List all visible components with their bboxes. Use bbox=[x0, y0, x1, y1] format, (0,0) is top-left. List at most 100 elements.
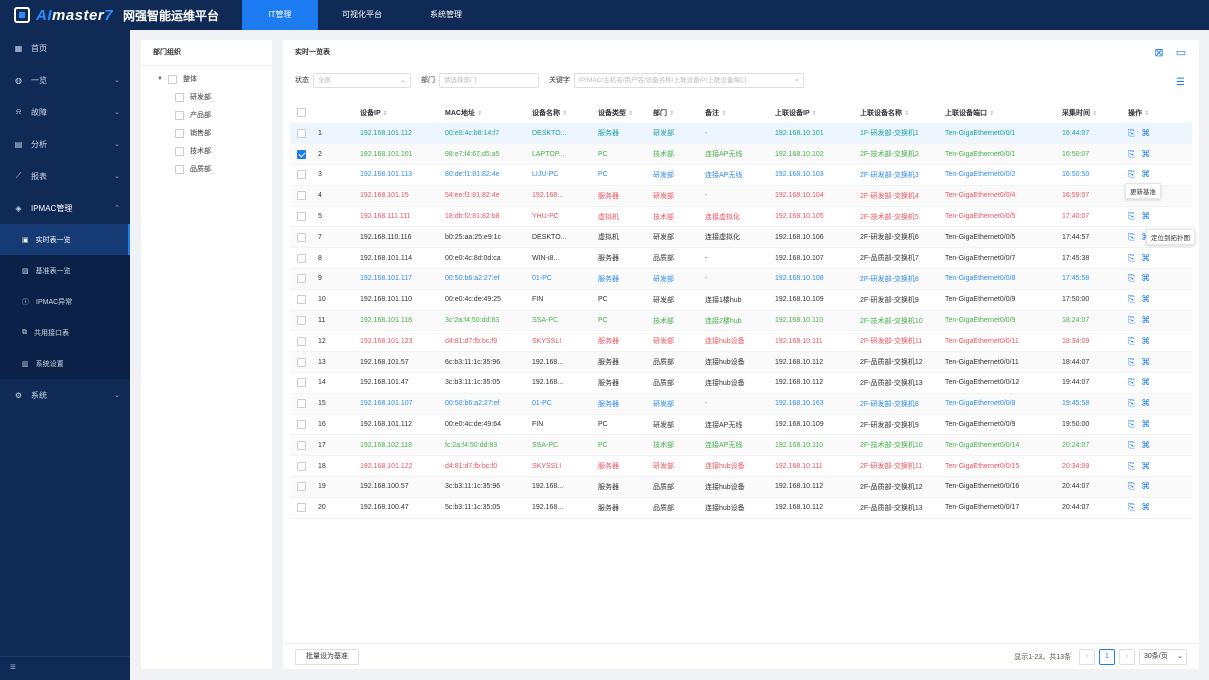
update-baseline-icon[interactable]: ⎘ bbox=[1128, 335, 1136, 346]
update-baseline-icon[interactable]: ⎘ bbox=[1128, 481, 1136, 492]
sidebar-item-fault[interactable]: ⍾ 故障 ⌄ bbox=[0, 96, 130, 128]
sort-icon[interactable]: ⇕ bbox=[562, 110, 568, 117]
row-select-cell[interactable] bbox=[290, 455, 318, 478]
tree-checkbox[interactable] bbox=[175, 128, 184, 138]
update-baseline-icon[interactable]: ⎘ bbox=[1128, 148, 1136, 159]
topology-locate-icon[interactable]: ⌘ bbox=[1141, 127, 1151, 138]
topology-locate-icon[interactable]: ⌘ bbox=[1141, 419, 1151, 430]
table-row[interactable]: 18 192.168.101.122 d4:81:d7:fb:bc:f0 SKYSSL… bbox=[290, 455, 1192, 478]
row-checkbox[interactable] bbox=[297, 420, 306, 430]
topology-locate-icon[interactable]: ⌘ bbox=[1141, 460, 1151, 471]
batch-set-baseline-button[interactable]: 批量设为基准 bbox=[295, 649, 359, 665]
tree-node-dept[interactable]: 产品部 bbox=[141, 106, 272, 124]
row-checkbox[interactable] bbox=[297, 253, 306, 263]
table-row[interactable]: 2 192.168.101.101 98:e7:f4:67:d5:a5 LAPTOP.… bbox=[290, 143, 1192, 166]
row-checkbox[interactable] bbox=[297, 482, 306, 492]
tab-system-management[interactable]: 系统管理 bbox=[430, 10, 462, 19]
monitor-icon[interactable]: ▭ bbox=[1175, 47, 1187, 59]
topology-locate-icon[interactable]: ⌘ bbox=[1141, 211, 1151, 222]
collapse-menu-icon[interactable]: ≡ bbox=[0, 656, 130, 680]
row-checkbox[interactable] bbox=[297, 149, 306, 159]
row-select-cell[interactable] bbox=[290, 351, 318, 374]
tree-node-dept[interactable]: 销售部 bbox=[141, 124, 272, 142]
table-row[interactable]: 1 192.168.101.112 00:e0:4c:b8:14:f7 DESKTO.… bbox=[290, 123, 1192, 145]
col-dept[interactable]: 部门 ⇕ bbox=[653, 103, 705, 124]
row-checkbox[interactable] bbox=[297, 170, 306, 180]
row-select-cell[interactable] bbox=[290, 330, 318, 353]
update-baseline-icon[interactable]: ⎘ bbox=[1128, 231, 1136, 242]
row-checkbox[interactable] bbox=[297, 336, 306, 346]
sort-icon[interactable]: ⇕ bbox=[811, 110, 817, 117]
update-baseline-icon[interactable]: ⎘ bbox=[1128, 211, 1136, 222]
tab-it-management[interactable]: IT管理 bbox=[242, 0, 318, 30]
col-uplink-port[interactable]: 上联设备端口 ⇕ bbox=[945, 103, 1062, 124]
topology-locate-icon[interactable]: ⌘ bbox=[1141, 439, 1151, 450]
sort-icon[interactable]: ⇕ bbox=[669, 110, 675, 117]
update-baseline-icon[interactable]: ⎘ bbox=[1128, 419, 1136, 430]
row-checkbox[interactable] bbox=[297, 316, 306, 326]
sort-icon[interactable]: ⇕ bbox=[382, 110, 388, 117]
col-device-name[interactable]: 设备名称 ⇕ bbox=[532, 103, 598, 124]
row-checkbox[interactable] bbox=[297, 128, 306, 138]
table-row[interactable]: 13 192.168.101.57 6c:b3:11:1c:35:96 192.168… bbox=[290, 351, 1192, 374]
table-row[interactable]: 5 192.168.111.111 18:db:f2:81:82:b8 YHU-PC 虚… bbox=[290, 206, 1192, 228]
next-page-button[interactable]: › bbox=[1119, 649, 1135, 665]
row-select-cell[interactable] bbox=[290, 185, 318, 207]
row-select-cell[interactable] bbox=[290, 476, 318, 498]
col-uplink-ip[interactable]: 上联设备IP ⇕ bbox=[775, 103, 860, 124]
row-checkbox[interactable] bbox=[297, 191, 306, 201]
caret-down-icon[interactable]: ▼ bbox=[157, 76, 163, 82]
row-select-cell[interactable] bbox=[290, 206, 318, 228]
update-baseline-icon[interactable]: ⎘ bbox=[1128, 439, 1136, 450]
table-row[interactable]: 14 192.168.101.47 3c:b3:11:1c:35:05 192.168… bbox=[290, 372, 1192, 394]
row-select-cell[interactable] bbox=[290, 497, 318, 519]
tree-node-dept[interactable]: 技术部 bbox=[141, 142, 272, 160]
topology-locate-icon[interactable]: ⌘ bbox=[1141, 232, 1150, 242]
row-checkbox[interactable] bbox=[297, 503, 306, 513]
row-select-cell[interactable] bbox=[290, 289, 318, 311]
row-checkbox[interactable] bbox=[297, 274, 306, 284]
row-select-cell[interactable] bbox=[290, 393, 318, 415]
col-uplink-name[interactable]: 上联设备名称 ⇕ bbox=[860, 103, 945, 124]
page-size-select[interactable]: 30条/页 ⌄ bbox=[1139, 649, 1187, 665]
update-baseline-icon[interactable]: ⎘ bbox=[1128, 294, 1136, 305]
sidebar-item-overview[interactable]: ◍ 一览 ⌄ bbox=[0, 64, 130, 96]
row-select-cell[interactable] bbox=[290, 434, 318, 457]
row-checkbox[interactable] bbox=[297, 295, 306, 305]
row-select-cell[interactable] bbox=[290, 372, 318, 394]
topology-locate-icon[interactable]: ⌘ bbox=[1141, 356, 1151, 367]
update-baseline-icon[interactable]: ⎘ bbox=[1128, 377, 1136, 388]
col-note[interactable]: 备注 ⇕ bbox=[705, 103, 775, 124]
col-device-type[interactable]: 设备类型 ⇕ bbox=[598, 103, 653, 124]
topology-locate-icon[interactable]: ⌘ bbox=[1141, 398, 1151, 409]
search-icon[interactable]: ⌕ bbox=[795, 76, 799, 84]
row-checkbox[interactable] bbox=[297, 212, 306, 222]
sort-icon[interactable]: ⇕ bbox=[1092, 110, 1098, 117]
row-select-cell[interactable] bbox=[290, 123, 318, 145]
prev-page-button[interactable]: ‹ bbox=[1079, 649, 1095, 665]
table-row[interactable]: 8 192.168.101.114 00:e0:4c:8d:0d:ca WIN-i8.… bbox=[290, 247, 1192, 270]
tree-checkbox[interactable] bbox=[167, 74, 177, 84]
tree-checkbox[interactable] bbox=[175, 92, 184, 102]
update-baseline-icon[interactable]: ⎘ bbox=[1128, 460, 1136, 471]
tree-checkbox[interactable] bbox=[175, 146, 184, 156]
row-checkbox[interactable] bbox=[297, 378, 306, 388]
col-device-ip[interactable]: 设备IP ⇕ bbox=[360, 103, 445, 124]
topology-locate-icon[interactable]: ⌘ bbox=[1141, 481, 1151, 492]
update-baseline-icon[interactable]: ⎘ bbox=[1128, 502, 1136, 513]
topology-locate-icon[interactable]: ⌘ bbox=[1141, 273, 1151, 284]
status-select[interactable]: 全部 ⌄ bbox=[313, 72, 411, 88]
row-select-cell[interactable] bbox=[290, 143, 318, 166]
sidebar-sub-settings[interactable]: ▥ 系统设置 bbox=[0, 348, 130, 379]
table-row[interactable]: 20 192.168.100.47 5c:b3:11:1c:35:05 192.168… bbox=[290, 497, 1192, 519]
topology-locate-icon[interactable]: ⌘ bbox=[1141, 252, 1151, 263]
sort-icon[interactable]: ⇕ bbox=[721, 110, 727, 117]
table-row[interactable]: 12 192.168.101.123 d4:81:d7:fb:bc:f9 SKYSSL… bbox=[290, 330, 1192, 353]
update-baseline-icon[interactable]: ⎘ bbox=[1128, 398, 1136, 409]
update-baseline-icon[interactable]: ⎘ bbox=[1128, 127, 1136, 138]
table-row[interactable]: 3 192.168.101.113 80:de:f1:81:82:4e LIJU-PC… bbox=[290, 164, 1192, 186]
topology-locate-icon[interactable]: ⌘ bbox=[1141, 335, 1151, 346]
table-row[interactable]: 17 192.168.102.118 fc:2a:f4:50:dd:83 SSA-PC… bbox=[290, 434, 1192, 457]
row-checkbox[interactable] bbox=[297, 232, 306, 242]
table-row[interactable]: 11 192.168.101.118 3c:2a:f4:50:dd:83 SSA-PC… bbox=[290, 310, 1192, 332]
